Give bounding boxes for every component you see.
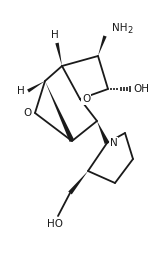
Text: O: O [82, 94, 90, 104]
Text: 2: 2 [127, 26, 132, 35]
Polygon shape [55, 43, 62, 66]
Text: HO: HO [47, 219, 63, 229]
Text: H: H [51, 30, 59, 40]
Text: N: N [110, 138, 118, 148]
Polygon shape [98, 35, 107, 56]
Text: O: O [24, 108, 32, 118]
Polygon shape [45, 81, 74, 142]
Text: H: H [17, 86, 25, 96]
Text: NH: NH [112, 23, 127, 33]
Polygon shape [68, 171, 88, 194]
Polygon shape [27, 81, 45, 92]
Text: OH: OH [133, 84, 149, 94]
Polygon shape [97, 121, 109, 144]
